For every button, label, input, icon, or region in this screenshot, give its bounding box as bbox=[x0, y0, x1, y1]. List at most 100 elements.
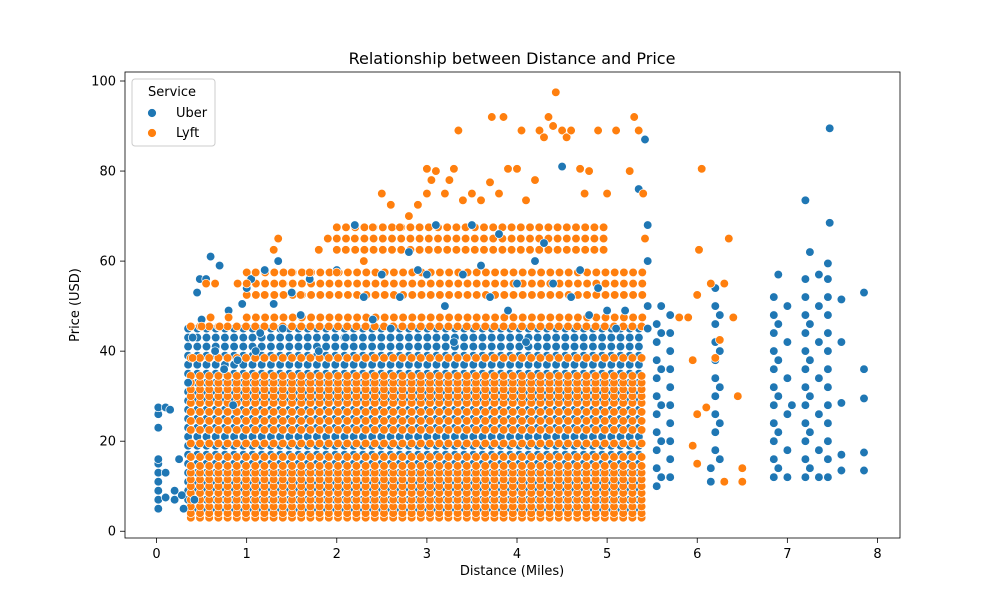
point-uber bbox=[228, 400, 238, 410]
point-lyft bbox=[508, 353, 518, 363]
point-lyft bbox=[296, 438, 306, 449]
point-lyft bbox=[416, 438, 426, 449]
point-lyft bbox=[724, 233, 734, 244]
point-uber bbox=[569, 341, 580, 352]
point-uber bbox=[278, 323, 288, 334]
point-uber bbox=[715, 382, 725, 392]
point-lyft bbox=[406, 416, 417, 426]
point-lyft bbox=[425, 452, 435, 462]
point-uber bbox=[823, 292, 833, 302]
point-uber bbox=[512, 278, 522, 289]
point-lyft bbox=[287, 438, 297, 449]
point-uber bbox=[710, 319, 720, 329]
point-lyft bbox=[618, 438, 628, 449]
point-uber bbox=[205, 251, 216, 262]
point-lyft bbox=[389, 312, 399, 323]
point-uber bbox=[665, 364, 675, 374]
point-uber bbox=[339, 341, 350, 352]
point-uber bbox=[169, 495, 180, 505]
point-lyft bbox=[479, 245, 489, 255]
point-lyft bbox=[201, 278, 211, 289]
point-lyft bbox=[287, 353, 297, 363]
point-lyft bbox=[627, 416, 638, 426]
point-uber bbox=[836, 398, 847, 408]
point-lyft bbox=[508, 452, 518, 462]
point-lyft bbox=[494, 188, 504, 199]
point-lyft bbox=[324, 290, 335, 300]
point-lyft bbox=[241, 321, 251, 332]
point-lyft bbox=[518, 290, 528, 300]
point-uber bbox=[459, 332, 469, 343]
point-lyft bbox=[425, 461, 435, 471]
point-lyft bbox=[572, 371, 582, 381]
point-uber bbox=[814, 301, 824, 311]
point-lyft bbox=[296, 452, 306, 462]
point-lyft bbox=[544, 461, 555, 471]
point-lyft bbox=[481, 278, 491, 289]
point-lyft bbox=[508, 425, 518, 435]
point-uber bbox=[665, 382, 675, 392]
point-lyft bbox=[609, 371, 619, 381]
point-uber bbox=[706, 463, 716, 473]
point-lyft bbox=[498, 112, 509, 122]
point-uber bbox=[385, 341, 396, 352]
point-lyft bbox=[572, 407, 582, 417]
point-lyft bbox=[323, 233, 333, 244]
point-uber bbox=[321, 332, 331, 343]
point-lyft bbox=[590, 371, 601, 381]
point-uber bbox=[422, 269, 432, 280]
point-uber bbox=[358, 341, 368, 352]
point-uber bbox=[805, 463, 815, 473]
point-lyft bbox=[499, 278, 509, 289]
point-lyft bbox=[442, 245, 452, 255]
point-uber bbox=[710, 427, 720, 437]
point-lyft bbox=[627, 371, 638, 381]
point-lyft bbox=[406, 407, 417, 417]
point-uber bbox=[485, 292, 495, 302]
point-lyft bbox=[572, 461, 582, 471]
point-lyft bbox=[426, 278, 436, 289]
point-lyft bbox=[342, 438, 352, 449]
point-lyft bbox=[296, 461, 306, 471]
point-lyft bbox=[627, 321, 638, 332]
point-uber bbox=[229, 332, 239, 343]
point-lyft bbox=[453, 290, 463, 300]
point-lyft bbox=[628, 267, 638, 278]
point-lyft bbox=[600, 321, 610, 332]
point-lyft bbox=[360, 407, 371, 417]
point-lyft bbox=[526, 407, 536, 417]
point-lyft bbox=[498, 425, 509, 435]
point-uber bbox=[269, 299, 279, 309]
point-lyft bbox=[462, 321, 472, 332]
point-lyft bbox=[443, 407, 454, 417]
point-uber bbox=[715, 454, 725, 464]
point-uber bbox=[643, 301, 653, 311]
point-lyft bbox=[360, 461, 371, 471]
point-lyft bbox=[589, 233, 600, 244]
point-lyft bbox=[333, 321, 343, 332]
point-lyft bbox=[544, 425, 555, 435]
point-lyft bbox=[351, 452, 362, 462]
point-lyft bbox=[416, 371, 426, 381]
legend-marker-uber bbox=[147, 108, 157, 118]
point-lyft bbox=[627, 425, 638, 435]
point-lyft bbox=[422, 164, 432, 174]
point-lyft bbox=[535, 461, 546, 471]
point-lyft bbox=[388, 452, 398, 462]
point-lyft bbox=[683, 312, 693, 323]
point-lyft bbox=[512, 164, 522, 174]
point-lyft bbox=[526, 461, 536, 471]
point-lyft bbox=[480, 416, 490, 426]
point-uber bbox=[715, 310, 725, 320]
point-lyft bbox=[697, 164, 707, 174]
point-lyft bbox=[434, 425, 444, 435]
point-lyft bbox=[572, 416, 582, 426]
point-lyft bbox=[609, 407, 619, 417]
point-lyft bbox=[554, 461, 564, 471]
point-lyft bbox=[186, 407, 196, 417]
point-lyft bbox=[305, 452, 316, 462]
point-lyft bbox=[195, 407, 205, 417]
point-lyft bbox=[370, 425, 380, 435]
point-lyft bbox=[637, 267, 647, 278]
point-uber bbox=[219, 364, 229, 374]
